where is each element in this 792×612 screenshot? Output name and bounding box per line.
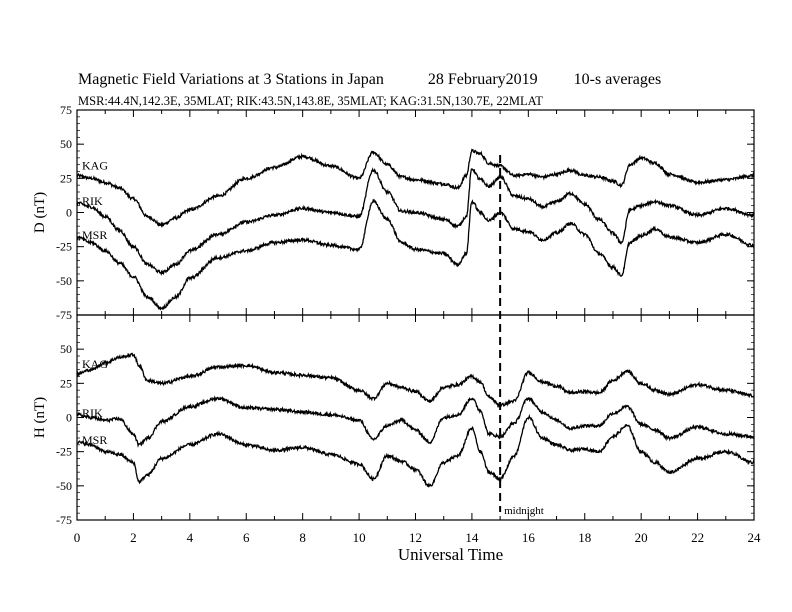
- x-tick-label: 12: [409, 530, 422, 545]
- series-label-msr: MSR: [82, 433, 107, 447]
- series-label-rik: RIK: [82, 194, 103, 208]
- y-tick-label: -50: [56, 479, 72, 493]
- chart-subtitle: MSR:44.4N,142.3E, 35MLAT; RIK:43.5N,143.…: [78, 94, 543, 108]
- series-line-kag: [76, 352, 755, 408]
- x-tick-label: 22: [691, 530, 704, 545]
- x-tick-label: 0: [74, 530, 81, 545]
- series-line-msr: [76, 198, 755, 311]
- x-tick-label: 8: [299, 530, 306, 545]
- y-tick-label: 50: [60, 342, 72, 356]
- x-tick-label: 24: [748, 530, 762, 545]
- y-tick-label: 50: [60, 137, 72, 151]
- x-tick-label: 20: [635, 530, 648, 545]
- chart-date: 28 February2019: [427, 71, 538, 88]
- x-tick-label: 2: [130, 530, 137, 545]
- x-tick-label: 16: [522, 530, 536, 545]
- y-tick-label: -75: [56, 308, 72, 322]
- chart-title: Magnetic Field Variations at 3 Stations …: [78, 71, 384, 88]
- series-line-rik: [76, 395, 755, 448]
- series-label-msr: MSR: [82, 228, 107, 242]
- y-tick-label: 25: [60, 171, 72, 185]
- chart-averaging: 10-s averages: [573, 71, 662, 88]
- y-tick-label: -50: [56, 274, 72, 288]
- x-tick-label: 14: [465, 530, 479, 545]
- y-tick-label: -75: [56, 513, 72, 527]
- panel-frame: [76, 314, 755, 521]
- y-tick-label: 25: [60, 376, 72, 390]
- y-tick-label: -25: [56, 240, 72, 254]
- x-tick-label: 18: [578, 530, 591, 545]
- x-tick-label: 6: [243, 530, 250, 545]
- series-label-kag: KAG: [82, 357, 108, 371]
- y-tick-label: -25: [56, 445, 72, 459]
- series-line-rik: [76, 167, 755, 276]
- x-axis-label: Universal Time: [398, 545, 503, 564]
- chart-title-row: Magnetic Field Variations at 3 Stations …: [78, 71, 661, 89]
- y-axis-label: H (nT): [32, 397, 48, 438]
- x-tick-label: 4: [187, 530, 194, 545]
- series-line-kag: [76, 148, 755, 228]
- midnight-marker-label: midnight: [504, 505, 544, 517]
- y-tick-label: 75: [60, 103, 72, 117]
- y-tick-label: 0: [66, 206, 72, 220]
- y-tick-label: 0: [66, 411, 72, 425]
- series-label-kag: KAG: [82, 159, 108, 173]
- series-label-rik: RIK: [82, 406, 103, 420]
- x-tick-label: 10: [353, 530, 366, 545]
- y-axis-label: D (nT): [32, 192, 48, 233]
- series-line-msr: [76, 413, 755, 488]
